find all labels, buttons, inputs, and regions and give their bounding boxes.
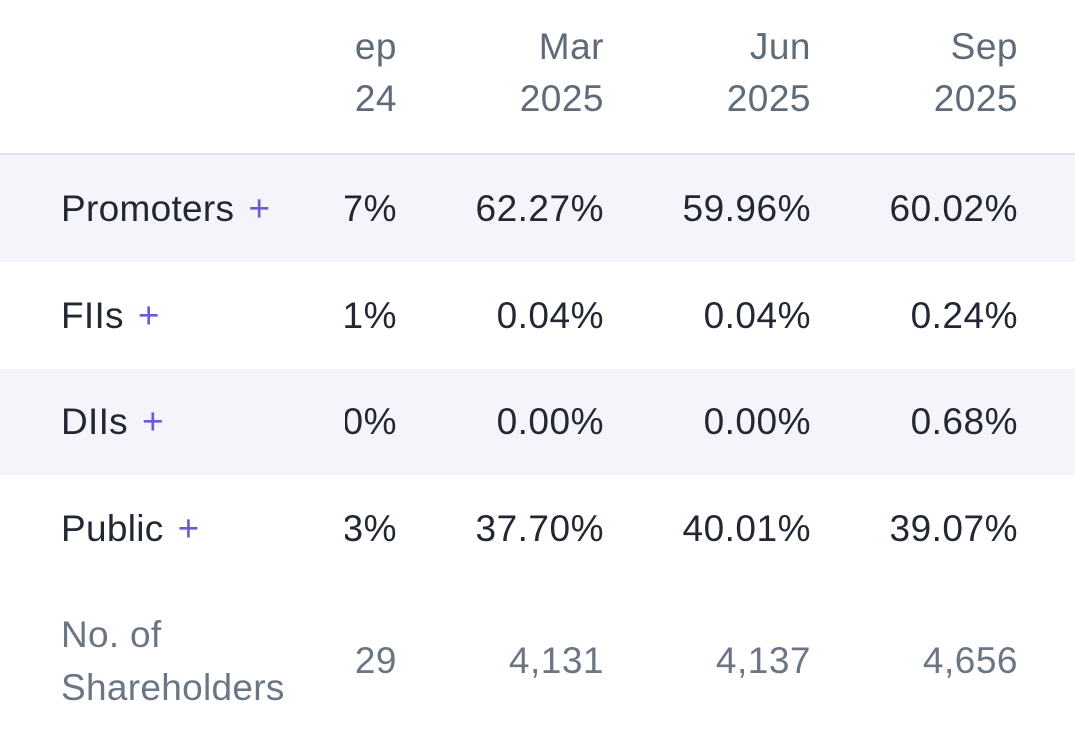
column-header-year: 2025 <box>519 78 604 119</box>
row-background <box>0 155 1075 262</box>
table-cell: 0.24% <box>910 294 1018 336</box>
row-label: FIIs + <box>61 262 160 369</box>
table-cell: 0.68% <box>910 401 1018 442</box>
table-cell: 59.96% <box>682 187 811 229</box>
column-header-year: 2025 <box>933 78 1018 119</box>
expand-toggle[interactable]: + <box>137 294 160 336</box>
table-cell: 62.27% <box>475 187 604 229</box>
expand-toggle[interactable]: + <box>248 187 271 229</box>
column-header-month: Jun <box>749 26 811 67</box>
column-header-year: 24 <box>354 78 397 119</box>
table-cell: 0.04% <box>703 294 811 336</box>
column-header-month: Mar <box>538 26 604 67</box>
row-label: DIIs + <box>61 369 164 475</box>
table-cell: 0.00% <box>703 401 811 442</box>
row-label-text: No. of Shareholders <box>61 614 285 708</box>
table-cell: 4,131 <box>508 640 604 681</box>
header-divider <box>0 153 1075 155</box>
table-cell: 29 <box>354 640 397 681</box>
table-cell: 0% <box>345 401 397 442</box>
row-label-text: DIIs <box>61 401 128 442</box>
column-header-month: Sep <box>950 26 1018 67</box>
row-label-text: Public <box>61 507 164 549</box>
column-header-month: ep <box>354 26 397 67</box>
table-cell: 60.02% <box>889 187 1018 229</box>
table-cell: 37.70% <box>475 507 604 549</box>
table-cell: 4,137 <box>715 640 811 681</box>
row-background <box>0 369 1075 475</box>
table-cell: 1% <box>345 294 397 336</box>
expand-toggle[interactable]: + <box>177 507 200 549</box>
column-header-year: 2025 <box>726 78 811 119</box>
table-cell: 3% <box>345 507 397 549</box>
row-label: Promoters + <box>61 155 270 262</box>
row-label: No. of Shareholders <box>61 582 341 740</box>
table-cell: 39.07% <box>889 507 1018 549</box>
row-label-text: FIIs <box>61 294 124 336</box>
table-cell: 4,656 <box>922 640 1018 681</box>
expand-toggle[interactable]: + <box>141 401 164 442</box>
row-label-text: Promoters <box>61 187 235 229</box>
table-cell: 40.01% <box>682 507 811 549</box>
table-cell: 7% <box>345 187 397 229</box>
table-cell: 0.00% <box>496 401 604 442</box>
table-cell: 0.04% <box>496 294 604 336</box>
row-label: Public + <box>61 475 200 582</box>
